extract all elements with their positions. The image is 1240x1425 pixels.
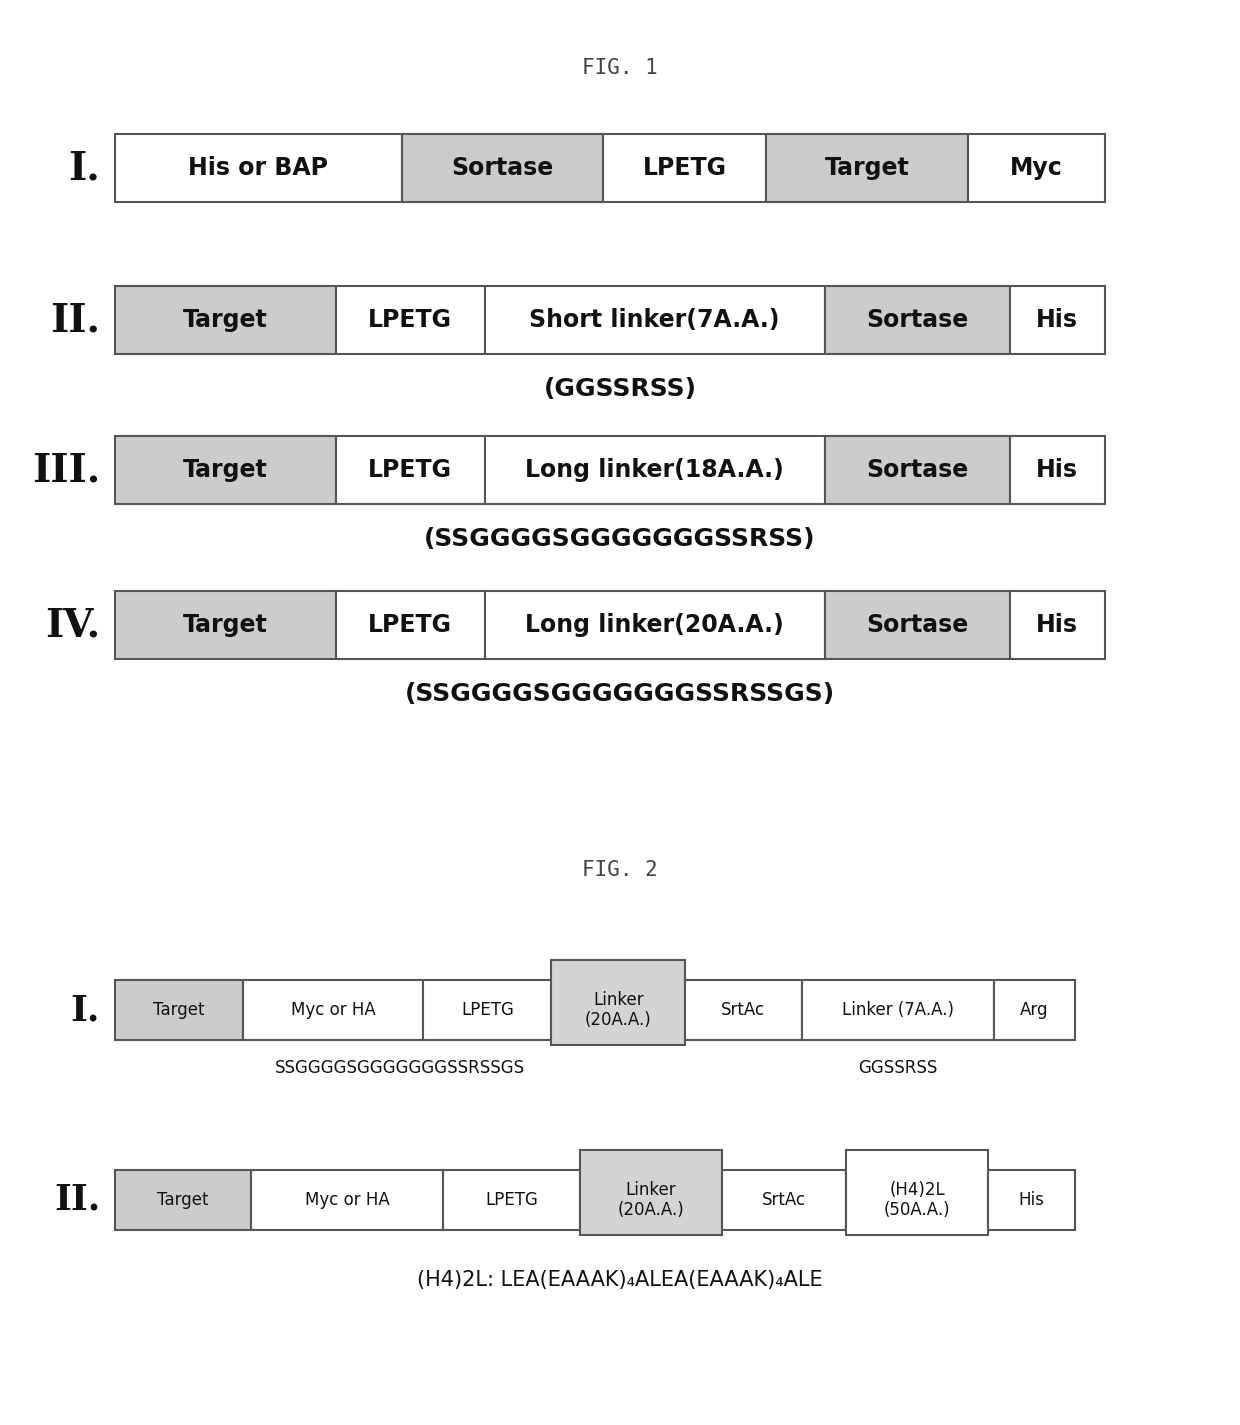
Text: Myc or HA: Myc or HA (305, 1191, 389, 1208)
Text: Sortase: Sortase (451, 155, 553, 180)
Text: II.: II. (50, 301, 100, 339)
Text: Long linker(20A.A.): Long linker(20A.A.) (526, 613, 784, 637)
Bar (485, 436, 825, 504)
Text: SrtAc: SrtAc (761, 1191, 806, 1208)
Bar (722, 1170, 846, 1230)
Text: Target: Target (154, 1000, 205, 1019)
Text: I.: I. (68, 150, 100, 187)
Bar (336, 436, 485, 504)
Bar (846, 1150, 988, 1235)
Text: His: His (1037, 308, 1079, 332)
Bar (485, 286, 825, 353)
Bar (988, 1170, 1075, 1230)
Text: LPETG: LPETG (368, 457, 453, 482)
Text: Linker
(20A.A.): Linker (20A.A.) (618, 1180, 684, 1220)
Text: His: His (1037, 613, 1079, 637)
Text: His: His (1037, 457, 1079, 482)
Text: (H4)2L: LEA(EAAAK)₄ALEA(EAAAK)₄ALE: (H4)2L: LEA(EAAAK)₄ALEA(EAAAK)₄ALE (417, 1270, 823, 1290)
Text: Short linker(7A.A.): Short linker(7A.A.) (529, 308, 780, 332)
Text: I.: I. (71, 993, 100, 1027)
Text: Sortase: Sortase (866, 613, 968, 637)
Bar (1009, 286, 1105, 353)
Bar (115, 134, 402, 202)
Text: Target: Target (825, 155, 910, 180)
Text: SrtAc: SrtAc (722, 1000, 765, 1019)
Bar (801, 980, 993, 1040)
Text: IV.: IV. (45, 606, 100, 644)
Bar (825, 591, 1009, 658)
Text: Arg: Arg (1021, 1000, 1049, 1019)
Text: Myc: Myc (1011, 155, 1063, 180)
Text: Sortase: Sortase (866, 308, 968, 332)
Bar (968, 134, 1105, 202)
Text: Long linker(18A.A.): Long linker(18A.A.) (526, 457, 784, 482)
Text: His or BAP: His or BAP (188, 155, 329, 180)
Text: LPETG: LPETG (461, 1000, 513, 1019)
Text: Linker
(20A.A.): Linker (20A.A.) (585, 990, 652, 1029)
Bar (825, 286, 1009, 353)
Bar (243, 980, 423, 1040)
Bar (402, 134, 604, 202)
Bar (485, 591, 825, 658)
Bar (579, 1150, 722, 1235)
Text: SSGGGGSGGGGGGGSSRSSGS: SSGGGGSGGGGGGGSSRSSGS (275, 1059, 526, 1077)
Bar (1009, 591, 1105, 658)
Bar (115, 286, 336, 353)
Text: II.: II. (53, 1183, 100, 1217)
Bar (552, 960, 686, 1045)
Bar (993, 980, 1075, 1040)
Text: FIG. 1: FIG. 1 (582, 58, 658, 78)
Text: Target: Target (184, 308, 268, 332)
Bar (336, 591, 485, 658)
Text: His: His (1019, 1191, 1044, 1208)
Bar (443, 1170, 579, 1230)
Text: Target: Target (184, 457, 268, 482)
Text: LPETG: LPETG (642, 155, 727, 180)
Bar (825, 436, 1009, 504)
Text: Sortase: Sortase (866, 457, 968, 482)
Text: Linker (7A.A.): Linker (7A.A.) (842, 1000, 954, 1019)
Text: LPETG: LPETG (368, 613, 453, 637)
Text: FIG. 2: FIG. 2 (582, 861, 658, 881)
Bar (252, 1170, 443, 1230)
Text: (GGSSRSS): (GGSSRSS) (543, 378, 697, 400)
Bar (115, 591, 336, 658)
Text: GGSSRSS: GGSSRSS (858, 1059, 937, 1077)
Text: (SSGGGGSGGGGGGGSSRSSGS): (SSGGGGSGGGGGGGSSRSSGS) (405, 683, 835, 705)
Text: LPETG: LPETG (485, 1191, 538, 1208)
Bar (1009, 436, 1105, 504)
Text: (H4)2L
(50A.A.): (H4)2L (50A.A.) (884, 1180, 950, 1220)
Text: III.: III. (32, 450, 100, 489)
Bar (766, 134, 968, 202)
Bar (686, 980, 801, 1040)
Text: Myc or HA: Myc or HA (291, 1000, 376, 1019)
Bar (336, 286, 485, 353)
Text: (SSGGGGSGGGGGGGSSRSS): (SSGGGGSGGGGGGGSSRSS) (424, 527, 816, 551)
Bar (423, 980, 552, 1040)
Bar (115, 980, 243, 1040)
Bar (604, 134, 766, 202)
Text: LPETG: LPETG (368, 308, 453, 332)
Text: Target: Target (184, 613, 268, 637)
Bar (115, 1170, 252, 1230)
Bar (115, 436, 336, 504)
Text: Target: Target (157, 1191, 208, 1208)
